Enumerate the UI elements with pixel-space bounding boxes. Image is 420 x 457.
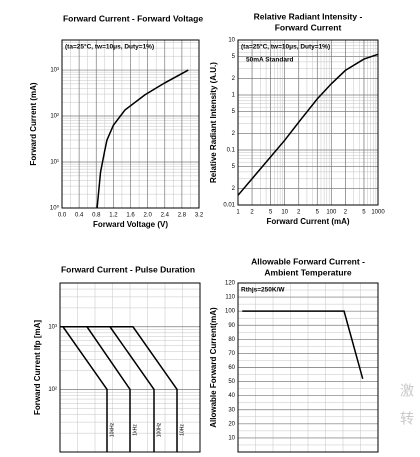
y-axis-label: Relative Radiant Intensity (A.U.)	[209, 62, 218, 183]
x-tick-label: 3.2	[195, 213, 204, 219]
y-tick-label: 0.1	[227, 148, 236, 154]
y-tick-label: 70	[228, 351, 235, 357]
x-tick-label: 0.8	[92, 213, 101, 219]
y-tick-label: 0.01	[223, 203, 235, 209]
y-tick-label: 10³	[48, 324, 57, 330]
y-tick-label: 20	[228, 421, 235, 427]
y-tick-label: 10	[228, 38, 235, 44]
y-tick-label: 100	[225, 309, 236, 315]
y-axis-label: Forward Current (mA)	[29, 82, 38, 165]
y-tick-label: 110	[225, 295, 235, 301]
x-tick-label: 100	[326, 210, 337, 216]
y-tick-label: 10²	[50, 114, 59, 120]
y-tick-label: 80	[228, 337, 235, 343]
y-tick-label: 2	[232, 131, 236, 137]
plot-frame	[237, 282, 379, 453]
x-tick-label: 5	[316, 210, 320, 216]
annotation: (ta=25°C, tw=10μs, Duty=1%)	[65, 43, 154, 51]
y-tick-label: 60	[228, 365, 235, 371]
watermark: 激	[400, 383, 414, 399]
series-label: 10kHz	[109, 422, 115, 437]
y-tick-label: 5	[232, 109, 236, 115]
data-line	[237, 53, 379, 196]
chart-title: Forward Current - Forward Voltage	[63, 13, 203, 23]
y-tick-label: 90	[228, 323, 235, 329]
x-tick-label: 1.2	[109, 213, 118, 219]
y-tick-label: 40	[228, 393, 235, 399]
y-tick-label: 10²	[48, 387, 57, 393]
data-line	[96, 69, 189, 209]
y-tick-label: 10¹	[50, 160, 59, 166]
x-tick-label: 0.0	[58, 213, 67, 219]
series-label: 100Hz	[156, 422, 162, 437]
x-tick-label: 2.0	[143, 213, 152, 219]
y-tick-label: 50	[228, 379, 235, 385]
x-tick-label: 2	[344, 210, 348, 216]
x-tick-label: 0.4	[75, 213, 84, 219]
x-tick-label: 2	[297, 210, 301, 216]
data-line	[242, 310, 364, 379]
data-line	[60, 326, 178, 452]
y-tick-label: 10	[228, 435, 235, 441]
annotation: 50mA Standard	[246, 57, 293, 64]
y-axis-label: Allowable Forward Current(mA)	[209, 307, 218, 428]
y-tick-label: 10³	[50, 68, 59, 74]
y-tick-label: 10⁰	[50, 205, 60, 212]
chart-title: Relative Radiant Intensity -	[254, 11, 363, 21]
x-axis-label: Forward Voltage (V)	[93, 220, 168, 229]
y-axis-label: Forward Current Ifp [mA]	[33, 320, 42, 415]
x-tick-label: 1.6	[126, 213, 135, 219]
x-tick-label: 10	[281, 210, 288, 216]
y-tick-label: 2	[232, 76, 236, 82]
x-tick-label: 1	[236, 210, 240, 216]
chart-title: Forward Current	[275, 22, 342, 32]
x-tick-label: 5	[269, 210, 273, 216]
x-tick-label: 5	[362, 210, 366, 216]
y-tick-label: 2	[232, 186, 236, 192]
x-axis-label: Forward Current (mA)	[266, 217, 349, 226]
series-label: 10Hz	[179, 424, 185, 436]
x-tick-label: 1000	[371, 210, 385, 216]
chart-title: Ambient Temperature	[264, 267, 351, 277]
x-tick-label: 2.8	[178, 213, 187, 219]
annotation: Rthjs=250K/W	[241, 287, 285, 294]
watermark: 转	[400, 411, 414, 427]
plot-frame	[61, 39, 200, 209]
y-tick-label: 120	[225, 281, 236, 287]
y-tick-label: 30	[228, 407, 235, 413]
x-tick-label: 2	[250, 210, 254, 216]
chart-title: Forward Current - Pulse Duration	[61, 264, 195, 274]
y-tick-label: 5	[232, 164, 236, 170]
plot-frame	[237, 39, 379, 206]
y-tick-label: 5	[232, 54, 236, 60]
x-tick-label: 2.4	[161, 213, 170, 219]
y-tick-label: 1	[232, 93, 236, 99]
annotation: (ta=25°C, tw=10μs, Duty=1%)	[241, 43, 330, 51]
series-label: 1kHz	[132, 424, 138, 436]
chart-title: Allowable Forward Current -	[251, 256, 365, 266]
